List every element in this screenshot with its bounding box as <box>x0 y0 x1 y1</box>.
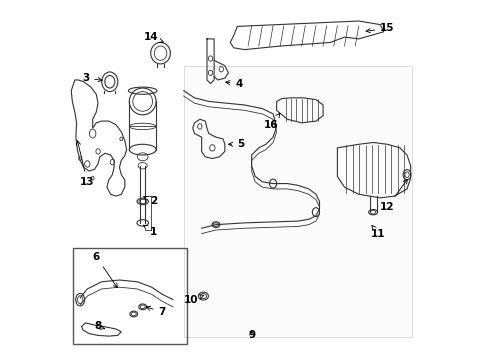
Text: 10: 10 <box>183 295 203 305</box>
Text: 5: 5 <box>228 139 244 149</box>
Text: 14: 14 <box>144 32 163 42</box>
Polygon shape <box>183 66 411 337</box>
Text: 6: 6 <box>92 252 117 288</box>
Text: 13: 13 <box>76 141 94 187</box>
Text: 4: 4 <box>225 78 243 89</box>
Text: 9: 9 <box>247 330 255 341</box>
Text: 16: 16 <box>264 113 279 130</box>
Text: 11: 11 <box>370 225 385 239</box>
Text: 2: 2 <box>143 197 157 206</box>
Text: 1: 1 <box>143 225 157 237</box>
Text: 15: 15 <box>366 23 394 33</box>
Bar <box>73 248 187 344</box>
Text: 8: 8 <box>94 321 104 332</box>
Text: 12: 12 <box>379 179 407 212</box>
Text: 7: 7 <box>146 306 166 317</box>
Text: 3: 3 <box>82 73 102 83</box>
